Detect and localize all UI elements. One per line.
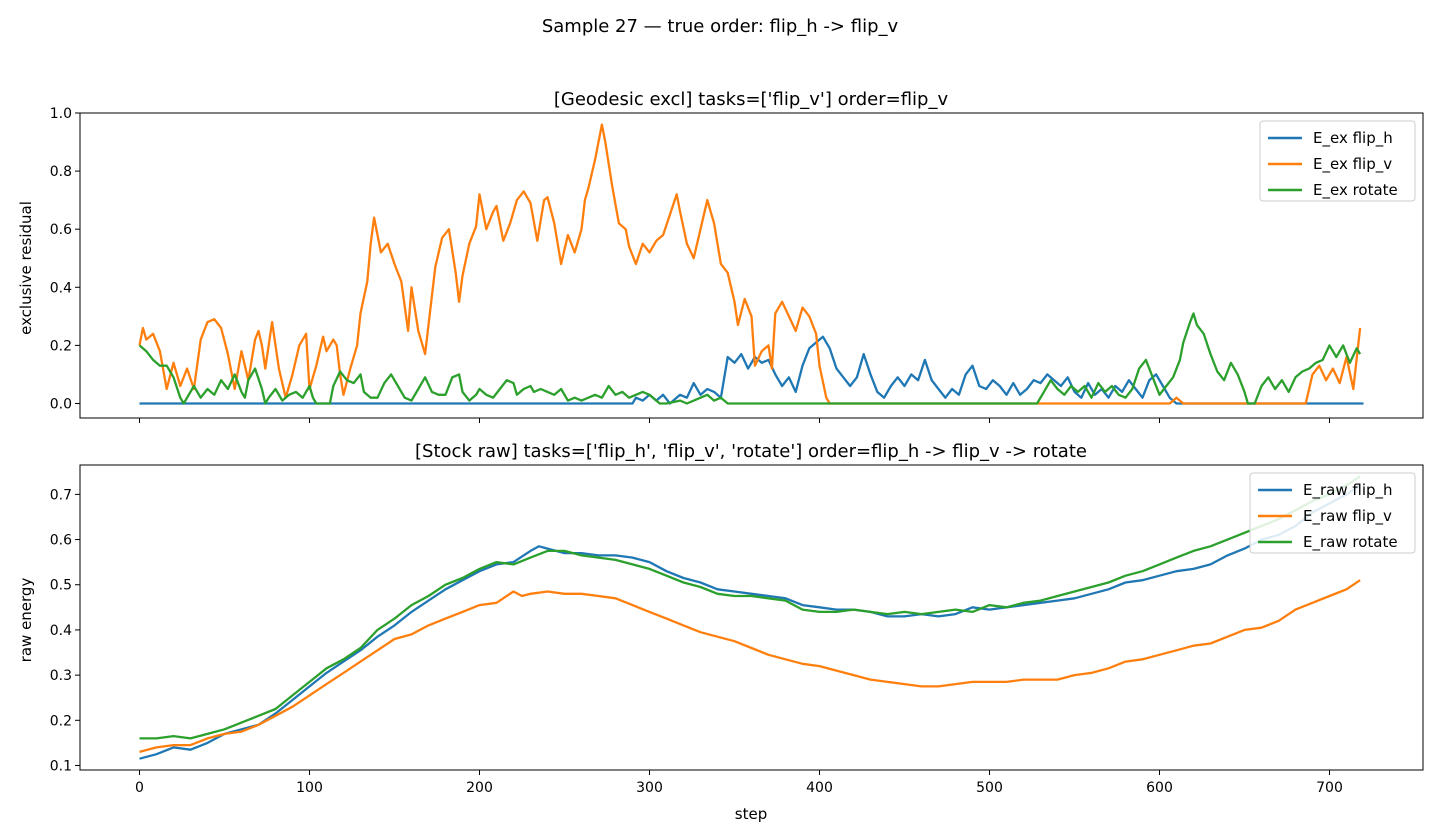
bottom-y-tick-label: 0.4: [50, 623, 72, 639]
bottom-x-tick-label: 0: [135, 780, 144, 796]
bottom-x-tick-label: 500: [976, 780, 1003, 796]
bottom-series-line-1: [139, 484, 1361, 760]
bottom-y-tick-label: 0.7: [50, 487, 72, 503]
bottom-legend-label-2: E_raw flip_v: [1303, 507, 1392, 526]
bottom-x-tick-label: 400: [806, 780, 833, 796]
bottom-series-line-2: [139, 579, 1361, 754]
top-series-line-3: [138, 312, 1362, 405]
bottom-legend-box: [1249, 472, 1416, 554]
bottom-axes-frame: [79, 464, 1424, 771]
bottom-legend: E_raw flip_h E_raw flip_v E_raw rotate: [1249, 472, 1416, 554]
top-legend: E_ex flip_h E_ex flip_v E_ex rotate: [1259, 120, 1416, 202]
bottom-y-tick-label: 0.5: [50, 578, 72, 594]
bottom-legend-label-3: E_raw rotate: [1303, 533, 1398, 552]
bottom-y-tick-label: 0.6: [50, 533, 72, 549]
bottom-y-tick-label: 0.2: [50, 713, 72, 729]
bottom-legend-label-1: E_raw flip_h: [1303, 481, 1393, 500]
bottom-y-tick-label: 0.1: [50, 758, 72, 774]
bottom-x-tick-label: 200: [466, 780, 493, 796]
top-series-group: [138, 123, 1364, 405]
top-y-tick-label: 0.4: [50, 280, 72, 296]
top-plot-panel: [Geodesic excl] tasks=['flip_v'] order=f…: [17, 89, 1424, 423]
bottom-y-axis-label: raw energy: [17, 578, 35, 663]
top-legend-label-1: E_ex flip_h: [1313, 129, 1393, 148]
bottom-plot-panel: [Stock raw] tasks=['flip_h', 'flip_v', '…: [17, 441, 1424, 823]
top-series-line-1: [139, 335, 1364, 405]
top-y-tick-label: 0.2: [50, 338, 72, 354]
top-y-tick-label: 0.6: [50, 222, 72, 238]
bottom-x-tick-label: 300: [636, 780, 663, 796]
bottom-plot-title: [Stock raw] tasks=['flip_h', 'flip_v', '…: [415, 441, 1087, 462]
bottom-series-group: [139, 475, 1361, 760]
top-legend-box: [1259, 120, 1416, 202]
top-y-tick-label: 0.0: [50, 396, 72, 412]
bottom-x-tick-label: 600: [1146, 780, 1173, 796]
top-y-axis-label: exclusive residual: [17, 201, 35, 335]
top-series-line-2: [138, 123, 1362, 405]
top-legend-label-2: E_ex flip_v: [1313, 155, 1392, 174]
bottom-x-tick-label: 100: [296, 780, 323, 796]
top-y-tick-label: 1.0: [50, 106, 72, 122]
top-legend-label-3: E_ex rotate: [1313, 181, 1398, 200]
top-axes-frame: [79, 112, 1424, 419]
bottom-series-line-3: [139, 475, 1361, 740]
top-plot-title: [Geodesic excl] tasks=['flip_v'] order=f…: [554, 89, 949, 110]
x-axis-label: step: [735, 805, 767, 823]
bottom-y-tick-label: 0.3: [50, 668, 72, 684]
bottom-x-tick-label: 700: [1316, 780, 1343, 796]
top-y-tick-label: 0.8: [50, 164, 72, 180]
figure-suptitle: Sample 27 — true order: flip_h -> flip_v: [542, 16, 899, 37]
